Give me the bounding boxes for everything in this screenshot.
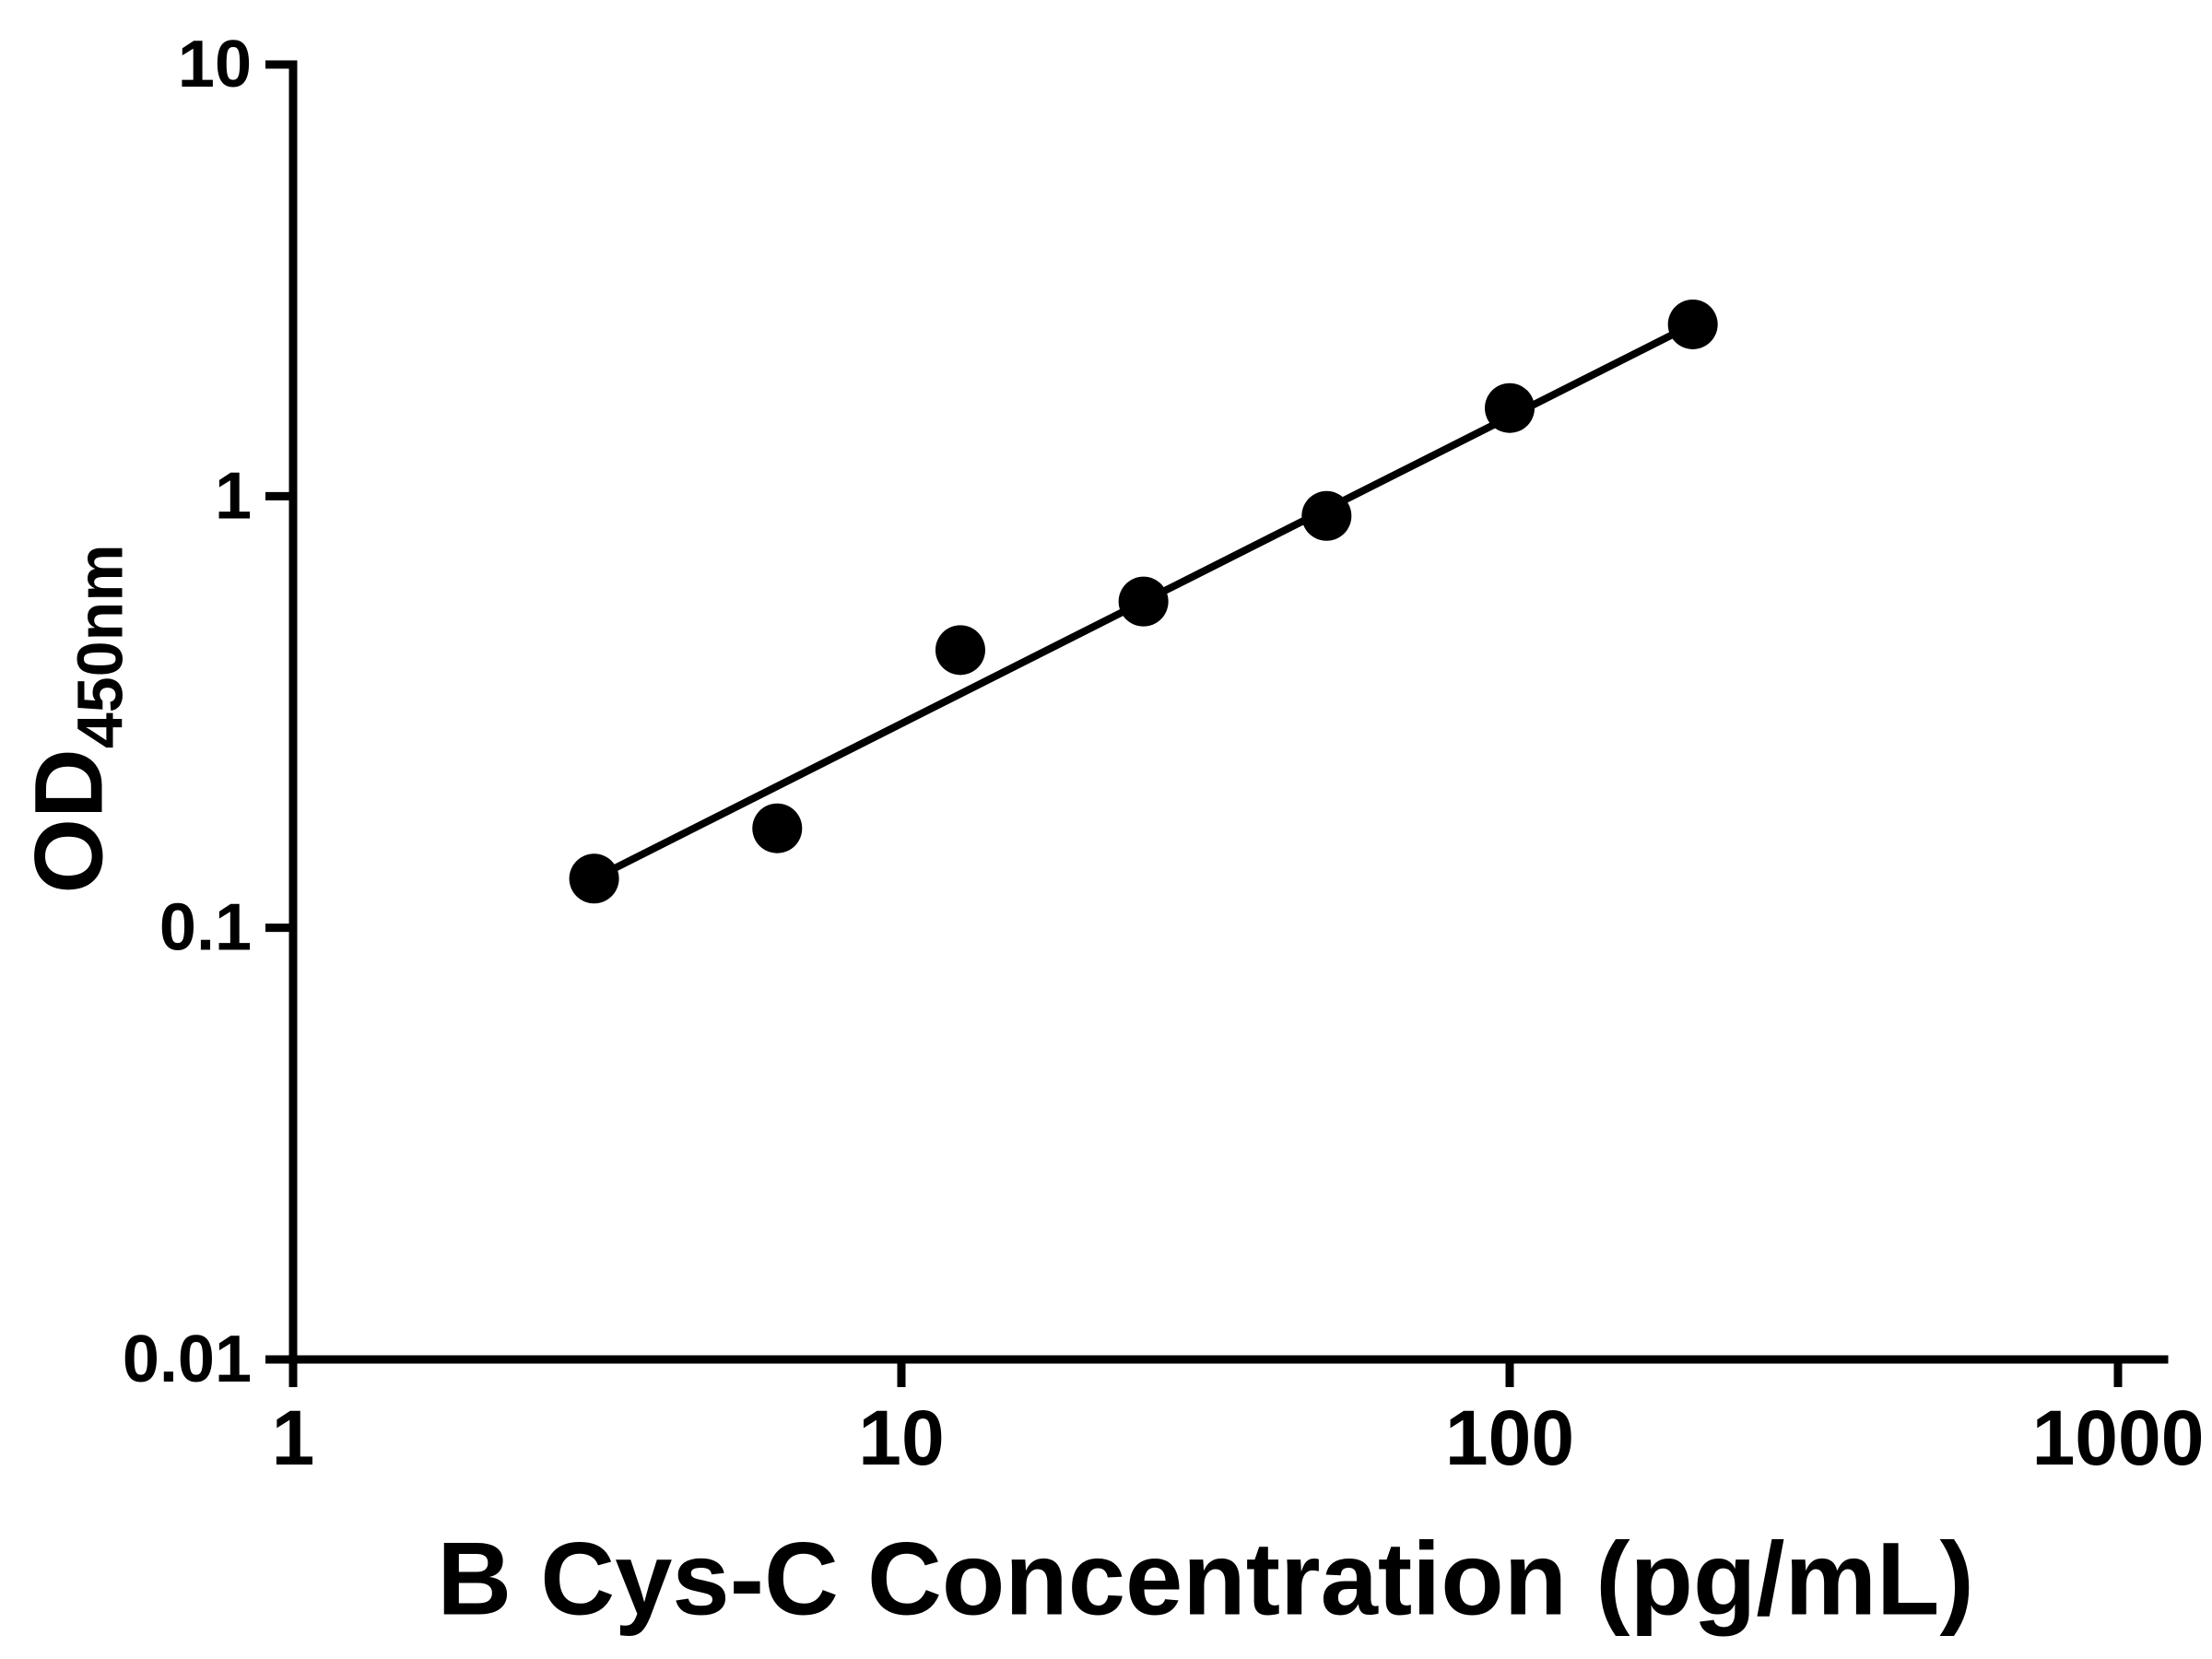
x-tick-label: 100 [1445, 1394, 1574, 1481]
y-tick-label: 0.01 [123, 1323, 252, 1396]
data-point [935, 625, 985, 676]
x-tick-label: 10 [858, 1394, 944, 1481]
data-point [1485, 382, 1535, 433]
y-axis-label-main: OD [15, 748, 124, 894]
y-tick-label: 10 [178, 28, 252, 101]
x-tick-label: 1 [272, 1394, 315, 1481]
data-point [752, 803, 803, 853]
x-axis-label: B Cys-C Concentration (pg/mL) [437, 1521, 1974, 1637]
data-point [569, 853, 619, 904]
x-tick-label: 1000 [2032, 1394, 2205, 1481]
y-tick-label: 0.1 [159, 891, 252, 965]
y-axis-label: OD450nm [15, 544, 137, 893]
data-point [1301, 490, 1352, 541]
y-tick-label: 1 [215, 459, 252, 533]
data-point [1667, 299, 1718, 349]
axes [288, 60, 2169, 1364]
data-point [1118, 576, 1169, 627]
y-axis-label-subscript: 450nm [64, 544, 136, 749]
